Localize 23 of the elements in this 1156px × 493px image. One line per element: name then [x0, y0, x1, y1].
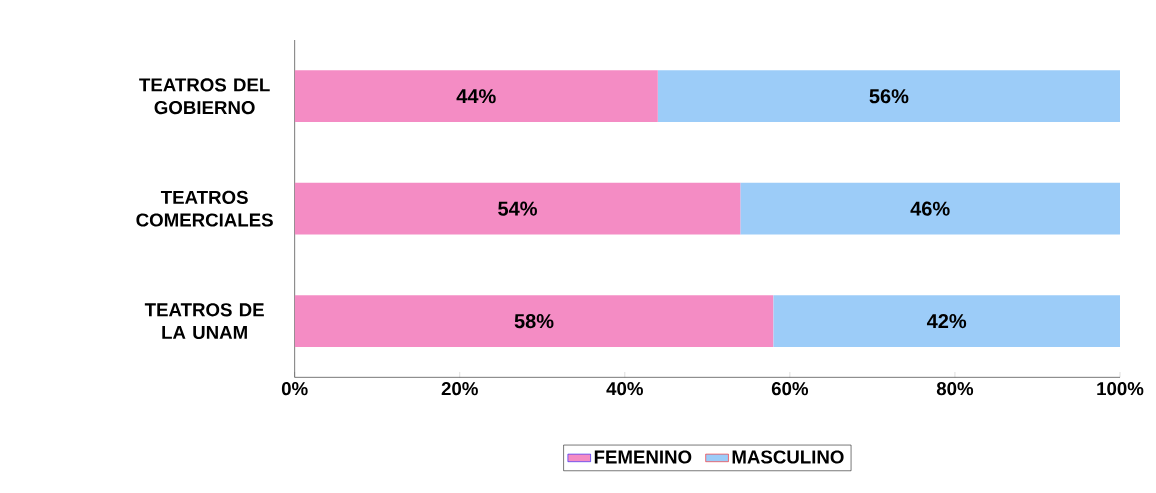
data-label: 56% [869, 88, 909, 104]
legend-label: FEMENINO [594, 450, 692, 464]
bar [773, 295, 1120, 347]
x-tick-label: 20% [441, 381, 478, 396]
x-tick-label: 60% [771, 381, 809, 396]
bar [294, 295, 774, 347]
x-tick-label: 0% [281, 381, 308, 396]
y-tick-label: TEATROS DE LA UNAM [144, 303, 264, 339]
data-label: 42% [926, 313, 967, 328]
x-tick-label: 40% [606, 381, 643, 396]
data-label: 54% [498, 201, 537, 216]
data-label: 46% [910, 201, 950, 216]
data-label: 44% [456, 89, 496, 104]
y-tick-label: TEATROS DEL GOBIERNO [139, 78, 270, 115]
bar [740, 182, 1120, 235]
bar [657, 70, 1120, 122]
x-tick-label: 100% [1097, 381, 1144, 396]
y-tick-label: TEATROS COMERCIALES [136, 190, 273, 227]
data-label: 58% [514, 313, 554, 329]
bar [294, 182, 741, 235]
bar [294, 70, 658, 122]
legend-label: MASCULINO [732, 450, 844, 464]
x-tick-label: 80% [936, 381, 974, 396]
